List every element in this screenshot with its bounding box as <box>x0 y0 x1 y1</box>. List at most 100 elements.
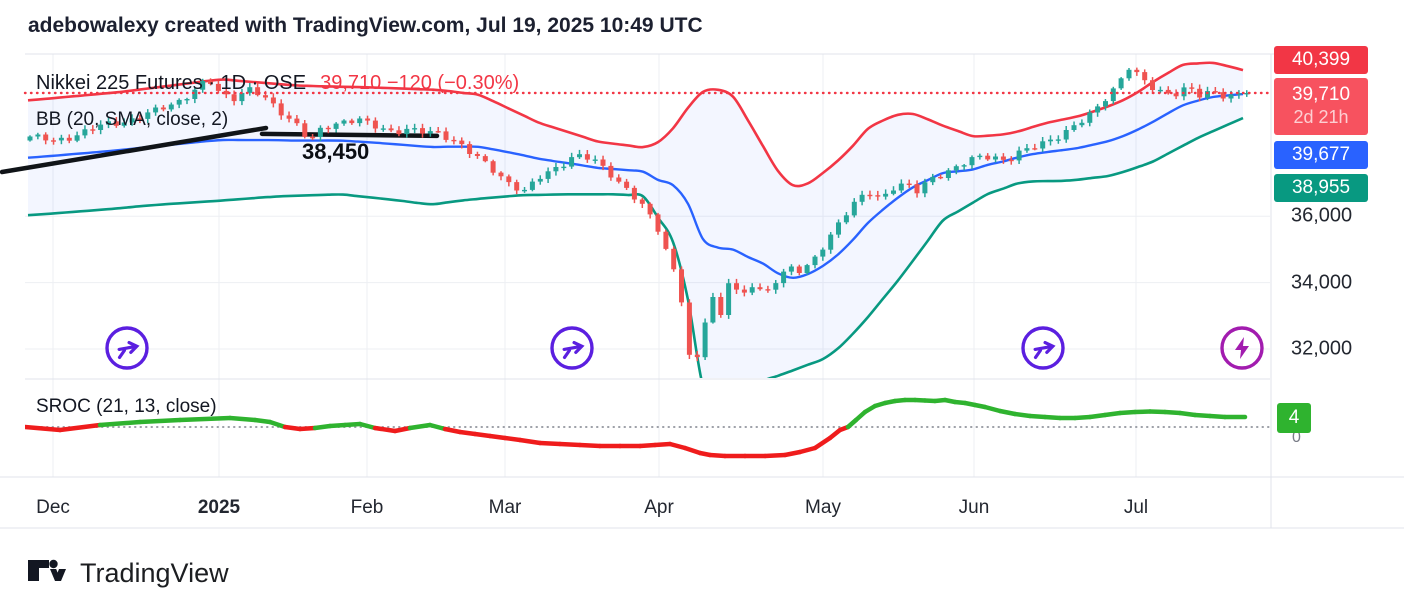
bb-upper-band[interactable] <box>27 61 1244 188</box>
candle <box>66 137 72 141</box>
candle <box>1197 88 1203 98</box>
sroc-line-segment <box>1012 411 1033 419</box>
candle <box>616 177 622 182</box>
candle <box>317 127 323 137</box>
candle <box>1126 69 1132 79</box>
candle <box>121 122 127 126</box>
sroc-zero-axis-label: 0 <box>1292 429 1301 446</box>
trend-arrow-icon[interactable] <box>1021 326 1065 370</box>
candle <box>43 134 49 141</box>
candle <box>388 128 394 131</box>
bollinger-bands[interactable] <box>27 61 1244 407</box>
sroc-line-segment <box>1102 410 1123 418</box>
candle <box>482 156 488 162</box>
candle <box>851 201 857 216</box>
candle <box>137 118 143 120</box>
sroc-indicator-label[interactable]: SROC (21, 13, close) <box>36 396 217 417</box>
support-line[interactable] <box>259 131 440 139</box>
trendline-drawings[interactable] <box>0 125 440 175</box>
candle <box>255 87 261 96</box>
sroc-line-segment <box>472 431 493 439</box>
candle <box>914 184 920 194</box>
trend-arrow-icon[interactable] <box>550 326 594 370</box>
candle <box>1016 150 1022 161</box>
candle <box>467 144 473 154</box>
bollinger-indicator-label[interactable]: BB (20, SMA, close, 2) <box>36 109 229 130</box>
candle <box>1244 93 1250 95</box>
symbol-title[interactable]: Nikkei 225 Futures · 1D · OSE <box>36 72 307 94</box>
candle <box>624 181 630 188</box>
candle <box>1032 148 1038 150</box>
candle <box>380 128 386 130</box>
sroc-line-segment <box>57 422 103 433</box>
sroc-line-segment <box>407 422 433 431</box>
trend-arrow-icon[interactable] <box>105 326 149 370</box>
candle <box>1040 141 1046 149</box>
candlestick-series[interactable] <box>27 67 1250 362</box>
candle <box>98 124 104 130</box>
bb-lower-band[interactable] <box>27 116 1244 406</box>
price-axis-label: 32,000 <box>1291 337 1353 360</box>
sroc-line-segment <box>1087 412 1108 420</box>
candle <box>569 157 575 167</box>
time-axis-label: Feb <box>350 497 384 518</box>
candle <box>90 129 96 131</box>
candle <box>969 157 975 166</box>
candle <box>1008 159 1014 162</box>
candle <box>372 120 378 129</box>
sroc-line-segment <box>707 452 728 459</box>
candle <box>1048 139 1053 142</box>
candle <box>145 112 151 119</box>
candle <box>812 256 818 266</box>
lightning-icon[interactable] <box>1220 326 1264 370</box>
candle <box>1095 106 1101 113</box>
sroc-line-segment <box>982 404 1003 414</box>
candle <box>843 215 849 223</box>
candle <box>788 266 794 272</box>
sroc-line-segment <box>537 440 563 447</box>
time-axis-label: May <box>805 497 841 518</box>
candle <box>420 128 425 134</box>
candle <box>176 99 182 105</box>
candle <box>1142 72 1148 81</box>
candle <box>223 90 229 95</box>
candle <box>961 165 967 167</box>
candle <box>757 287 763 290</box>
candle <box>168 104 174 110</box>
candle <box>781 271 787 284</box>
candle <box>930 176 936 183</box>
candle <box>679 269 684 303</box>
price-axis-label: 36,000 <box>1291 204 1353 227</box>
candle <box>349 120 355 124</box>
candle <box>796 266 802 273</box>
candle <box>906 183 912 185</box>
sroc-line-segment <box>1117 409 1138 416</box>
candle <box>577 154 582 158</box>
sroc-line-segment <box>392 425 413 434</box>
candle <box>474 154 480 156</box>
sroc-line-segment <box>177 415 233 423</box>
footer-brand[interactable]: TradingView <box>28 556 229 590</box>
trendline[interactable] <box>0 125 269 175</box>
sroc-plot[interactable] <box>25 397 1270 459</box>
candle <box>208 81 213 84</box>
candle <box>1000 156 1006 160</box>
sroc-line-segment <box>372 425 398 434</box>
candle <box>1212 91 1218 93</box>
chart-legend: Nikkei 225 Futures · 1D · OSE 39,710 −120… <box>36 72 519 95</box>
sroc-line-segment <box>1132 409 1153 415</box>
candle <box>1220 92 1226 99</box>
support-level-label[interactable]: 38,450 <box>302 139 370 164</box>
candle <box>639 199 645 204</box>
candle <box>891 190 896 194</box>
bb-middle-band[interactable] <box>27 92 1244 280</box>
sroc-line-segment <box>327 422 348 429</box>
candle <box>1024 148 1030 151</box>
sroc-line-segment <box>502 435 523 443</box>
candle <box>160 107 166 110</box>
candle <box>820 249 826 257</box>
candle <box>365 118 371 121</box>
sroc-line-segment <box>252 417 273 425</box>
